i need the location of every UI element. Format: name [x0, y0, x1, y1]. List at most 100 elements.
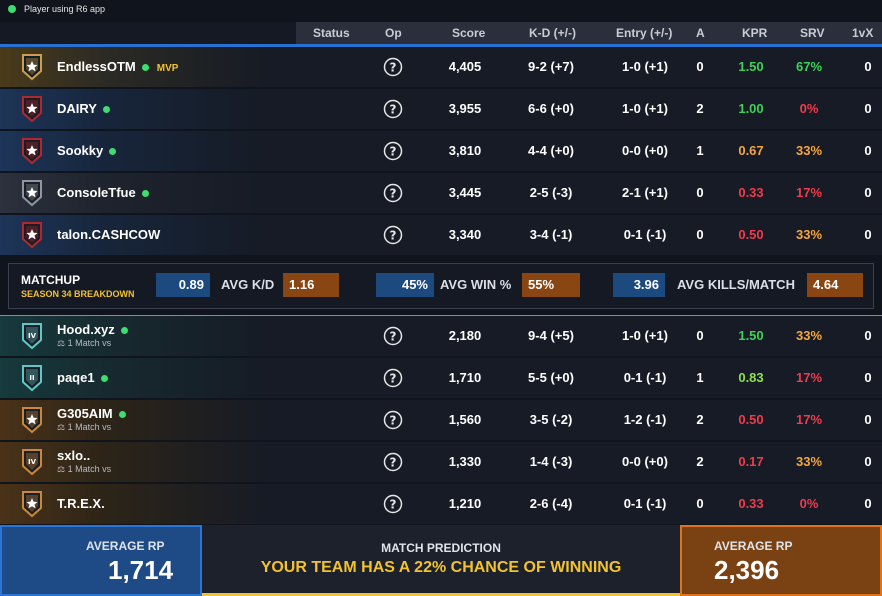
- question-circle-icon[interactable]: ?: [383, 99, 403, 119]
- player-name[interactable]: DAIRY: [57, 101, 97, 116]
- player-row[interactable]: talon.CASHCOW? 3,340 3-4 (-1) 0-1 (-1) 0 0.50…: [0, 215, 882, 255]
- kpr-cell: 1.50: [738, 328, 764, 343]
- kpr-cell: 0.83: [738, 370, 764, 385]
- avg-kills-theirs: 4.64: [807, 273, 863, 297]
- player-name-cell[interactable]: Sookky: [57, 131, 117, 171]
- player-name-cell[interactable]: G305AIM: [57, 400, 126, 440]
- kpr-cell: 0.67: [738, 143, 764, 158]
- player-name-cell[interactable]: T.R.E.X.: [57, 484, 105, 524]
- avg-win-label: AVG WIN %: [440, 277, 512, 292]
- question-circle-icon[interactable]: ?: [383, 141, 403, 161]
- kd-cell: 6-6 (+0): [528, 101, 574, 116]
- svg-text:?: ?: [390, 187, 397, 201]
- col-op[interactable]: Op: [385, 26, 402, 40]
- player-row[interactable]: EndlessOTM MVP? 4,405 9-2 (+7) 1-0 (+1) 0 1.50…: [0, 47, 882, 87]
- entry-cell: 2-1 (+1): [622, 185, 668, 200]
- kpr-cell: 1.50: [738, 59, 764, 74]
- player-name[interactable]: ConsoleTfue: [57, 185, 136, 200]
- score-cell: 1,210: [448, 496, 482, 511]
- player-name-cell[interactable]: sxlo..: [57, 442, 90, 482]
- question-circle-icon[interactable]: ?: [383, 452, 403, 472]
- player-row[interactable]: ConsoleTfue? 3,445 2-5 (-3) 2-1 (+1) 0 0.33 17…: [0, 173, 882, 213]
- footer: AVERAGE RP 1,714 MATCH PREDICTION YOUR T…: [0, 525, 882, 596]
- match-history: ⚖ 1 Match vs: [57, 338, 111, 349]
- player-row[interactable]: IV Hood.xyz ⚖ 1 Match vs? 2,180 9-4 (+5) 1-0 …: [0, 316, 882, 356]
- kpr-cell: 0.33: [738, 496, 764, 511]
- entry-cell: 1-2 (-1): [623, 412, 667, 427]
- question-circle-icon[interactable]: ?: [383, 368, 403, 388]
- player-row[interactable]: Sookky? 3,810 4-4 (+0) 0-0 (+0) 1 0.67 33% 0: [0, 131, 882, 171]
- matchup-subtitle: SEASON 34 BREAKDOWN: [21, 289, 135, 299]
- player-name-cell[interactable]: talon.CASHCOW: [57, 215, 160, 255]
- assists-cell: 0: [696, 59, 704, 74]
- player-name[interactable]: Hood.xyz: [57, 322, 115, 337]
- svg-text:II: II: [29, 374, 34, 382]
- online-dot-icon: [100, 375, 108, 383]
- avg-win-ours: 45%: [376, 273, 434, 297]
- assists-cell: 2: [696, 412, 704, 427]
- rank-shield-icon: II: [20, 364, 44, 392]
- versus-icon: ⚖: [57, 422, 68, 432]
- col-assists[interactable]: A: [696, 26, 705, 40]
- match-history: ⚖ 1 Match vs: [57, 422, 111, 433]
- onevx-cell: 0: [864, 227, 872, 242]
- player-name[interactable]: sxlo..: [57, 448, 91, 463]
- onevx-cell: 0: [864, 185, 872, 200]
- score-cell: 2,180: [448, 328, 482, 343]
- col-kd[interactable]: K-D (+/-): [529, 26, 576, 40]
- question-circle-icon[interactable]: ?: [383, 57, 403, 77]
- player-row[interactable]: IV sxlo.. ⚖ 1 Match vs? 1,330 1-4 (-3) 0-0 (+…: [0, 442, 882, 482]
- top-status-bar: Player using R6 app: [0, 0, 882, 18]
- srv-cell: 33%: [795, 143, 823, 158]
- rank-shield-icon: [20, 137, 44, 165]
- player-row[interactable]: G305AIM ⚖ 1 Match vs? 1,560 3-5 (-2) 1-2 (-1…: [0, 400, 882, 440]
- match-history-text: 1 Match vs: [67, 422, 112, 432]
- player-name[interactable]: talon.CASHCOW: [57, 227, 161, 242]
- player-name-cell[interactable]: paqe1: [57, 358, 108, 398]
- question-circle-icon[interactable]: ?: [383, 494, 403, 514]
- srv-cell: 17%: [795, 370, 823, 385]
- player-name-cell[interactable]: Hood.xyz: [57, 316, 128, 356]
- player-row[interactable]: II paqe1? 1,710 5-5 (+0) 0-1 (-1) 1 0.83 17% 0: [0, 358, 882, 398]
- col-kpr[interactable]: KPR: [742, 26, 768, 40]
- player-name[interactable]: G305AIM: [57, 406, 113, 421]
- question-circle-icon[interactable]: ?: [383, 326, 403, 346]
- match-prediction: MATCH PREDICTION YOUR TEAM HAS A 22% CHA…: [202, 525, 680, 596]
- player-name[interactable]: paqe1: [57, 370, 95, 385]
- player-name-cell[interactable]: EndlessOTM MVP: [57, 47, 178, 87]
- rank-shield-icon: [20, 95, 44, 123]
- svg-text:?: ?: [390, 330, 397, 344]
- player-name[interactable]: EndlessOTM: [57, 59, 136, 74]
- col-status[interactable]: Status: [313, 26, 350, 40]
- kpr-cell: 0.33: [738, 185, 764, 200]
- question-circle-icon[interactable]: ?: [383, 410, 403, 430]
- player-name[interactable]: Sookky: [57, 143, 104, 158]
- match-history-text: 1 Match vs: [67, 338, 112, 348]
- prediction-caption: MATCH PREDICTION: [381, 541, 501, 555]
- rank-shield-icon: [20, 179, 44, 207]
- player-name-cell[interactable]: ConsoleTfue: [57, 173, 149, 213]
- col-srv[interactable]: SRV: [800, 26, 825, 40]
- score-cell: 3,955: [448, 101, 482, 116]
- rank-shield-icon: [20, 53, 44, 81]
- team-a-rp-caption: AVERAGE RP: [86, 539, 165, 553]
- player-name-cell[interactable]: DAIRY: [57, 89, 110, 129]
- player-name[interactable]: T.R.E.X.: [57, 496, 105, 511]
- kd-cell: 1-4 (-3): [529, 454, 573, 469]
- header-left-blank: [0, 22, 296, 44]
- score-cell: 3,810: [448, 143, 482, 158]
- player-row[interactable]: T.R.E.X.? 1,210 2-6 (-4) 0-1 (-1) 0 0.33 0% 0: [0, 484, 882, 524]
- matchup-title: MATCHUP: [21, 273, 81, 287]
- kd-cell: 9-2 (+7): [528, 59, 574, 74]
- player-row[interactable]: DAIRY? 3,955 6-6 (+0) 1-0 (+1) 2 1.00 0% 0: [0, 89, 882, 129]
- srv-cell: 33%: [795, 454, 823, 469]
- col-entry[interactable]: Entry (+/-): [616, 26, 673, 40]
- question-circle-icon[interactable]: ?: [383, 183, 403, 203]
- kpr-cell: 1.00: [738, 101, 764, 116]
- col-score[interactable]: Score: [452, 26, 486, 40]
- question-circle-icon[interactable]: ?: [383, 225, 403, 245]
- entry-cell: 0-1 (-1): [623, 496, 667, 511]
- svg-text:IV: IV: [28, 458, 37, 466]
- score-cell: 1,330: [448, 454, 482, 469]
- col-1vx[interactable]: 1vX: [852, 26, 874, 40]
